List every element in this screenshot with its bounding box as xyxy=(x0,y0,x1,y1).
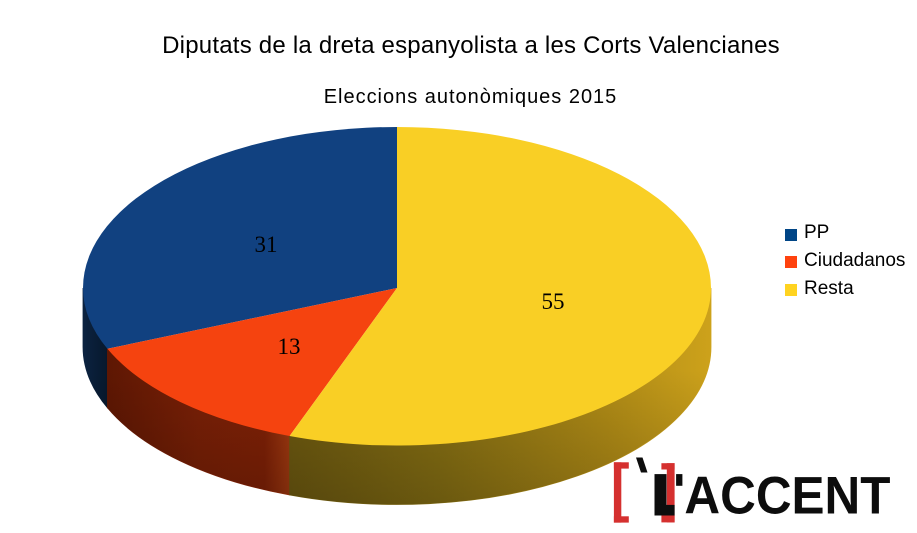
svg-text:ACCENT: ACCENT xyxy=(684,466,890,525)
